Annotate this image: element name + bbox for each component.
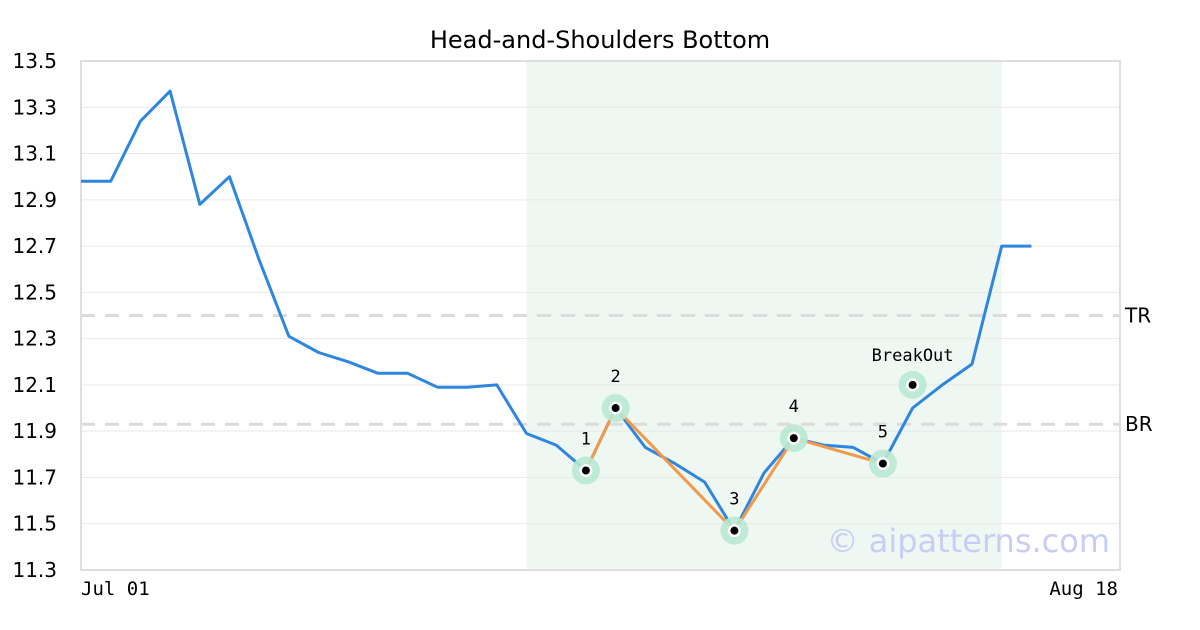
pattern-point-label: 5: [878, 423, 888, 443]
breakout-label: BreakOut: [872, 346, 954, 366]
pattern-layer: 1 2 3 4 5 BreakOut: [571, 346, 954, 545]
x-tick-label: Aug 18: [1049, 578, 1118, 600]
x-tick-label: Jul 01: [81, 578, 150, 600]
y-tick-label: 11.9: [12, 419, 57, 443]
watermark: © aipatterns.com: [827, 522, 1110, 560]
y-tick-label: 13.1: [12, 142, 57, 166]
y-tick-label: 11.5: [12, 512, 57, 536]
pattern-point-dot: [581, 466, 590, 475]
chart-title: Head-and-Shoulders Bottom: [430, 26, 770, 54]
pattern-point-label: 3: [729, 490, 739, 510]
y-tick-label: 11.3: [12, 558, 57, 582]
y-tick-label: 12.5: [12, 280, 57, 304]
pattern-point-dot: [611, 404, 620, 413]
reference-line-label: BR: [1125, 412, 1153, 436]
reference-lines-layer: TR BR: [81, 304, 1153, 436]
y-tick-label: 13.3: [12, 95, 57, 119]
pattern-point-dot: [878, 459, 887, 468]
pattern-point-label: 2: [610, 367, 620, 387]
y-axis-ticks: 13.5 13.3 13.1 12.9 12.7 12.5 12.3 12.1 11.9 11.7…: [12, 49, 57, 582]
y-tick-label: 12.3: [12, 327, 57, 351]
pattern-point-label: 4: [789, 397, 799, 417]
breakout-point-dot: [908, 380, 917, 389]
x-axis-ticks: Jul 01 Aug 18: [81, 578, 1118, 600]
y-tick-label: 13.5: [12, 49, 57, 73]
pattern-point-dot: [730, 526, 739, 535]
y-tick-label: 12.7: [12, 234, 57, 258]
y-tick-label: 12.1: [12, 373, 57, 397]
reference-line-label: TR: [1124, 304, 1151, 328]
pattern-point-dot: [789, 434, 798, 443]
y-tick-label: 12.9: [12, 188, 57, 212]
plot-frame: [80, 60, 1121, 571]
y-tick-label: 11.7: [12, 465, 57, 489]
pattern-point-label: 1: [581, 430, 591, 450]
